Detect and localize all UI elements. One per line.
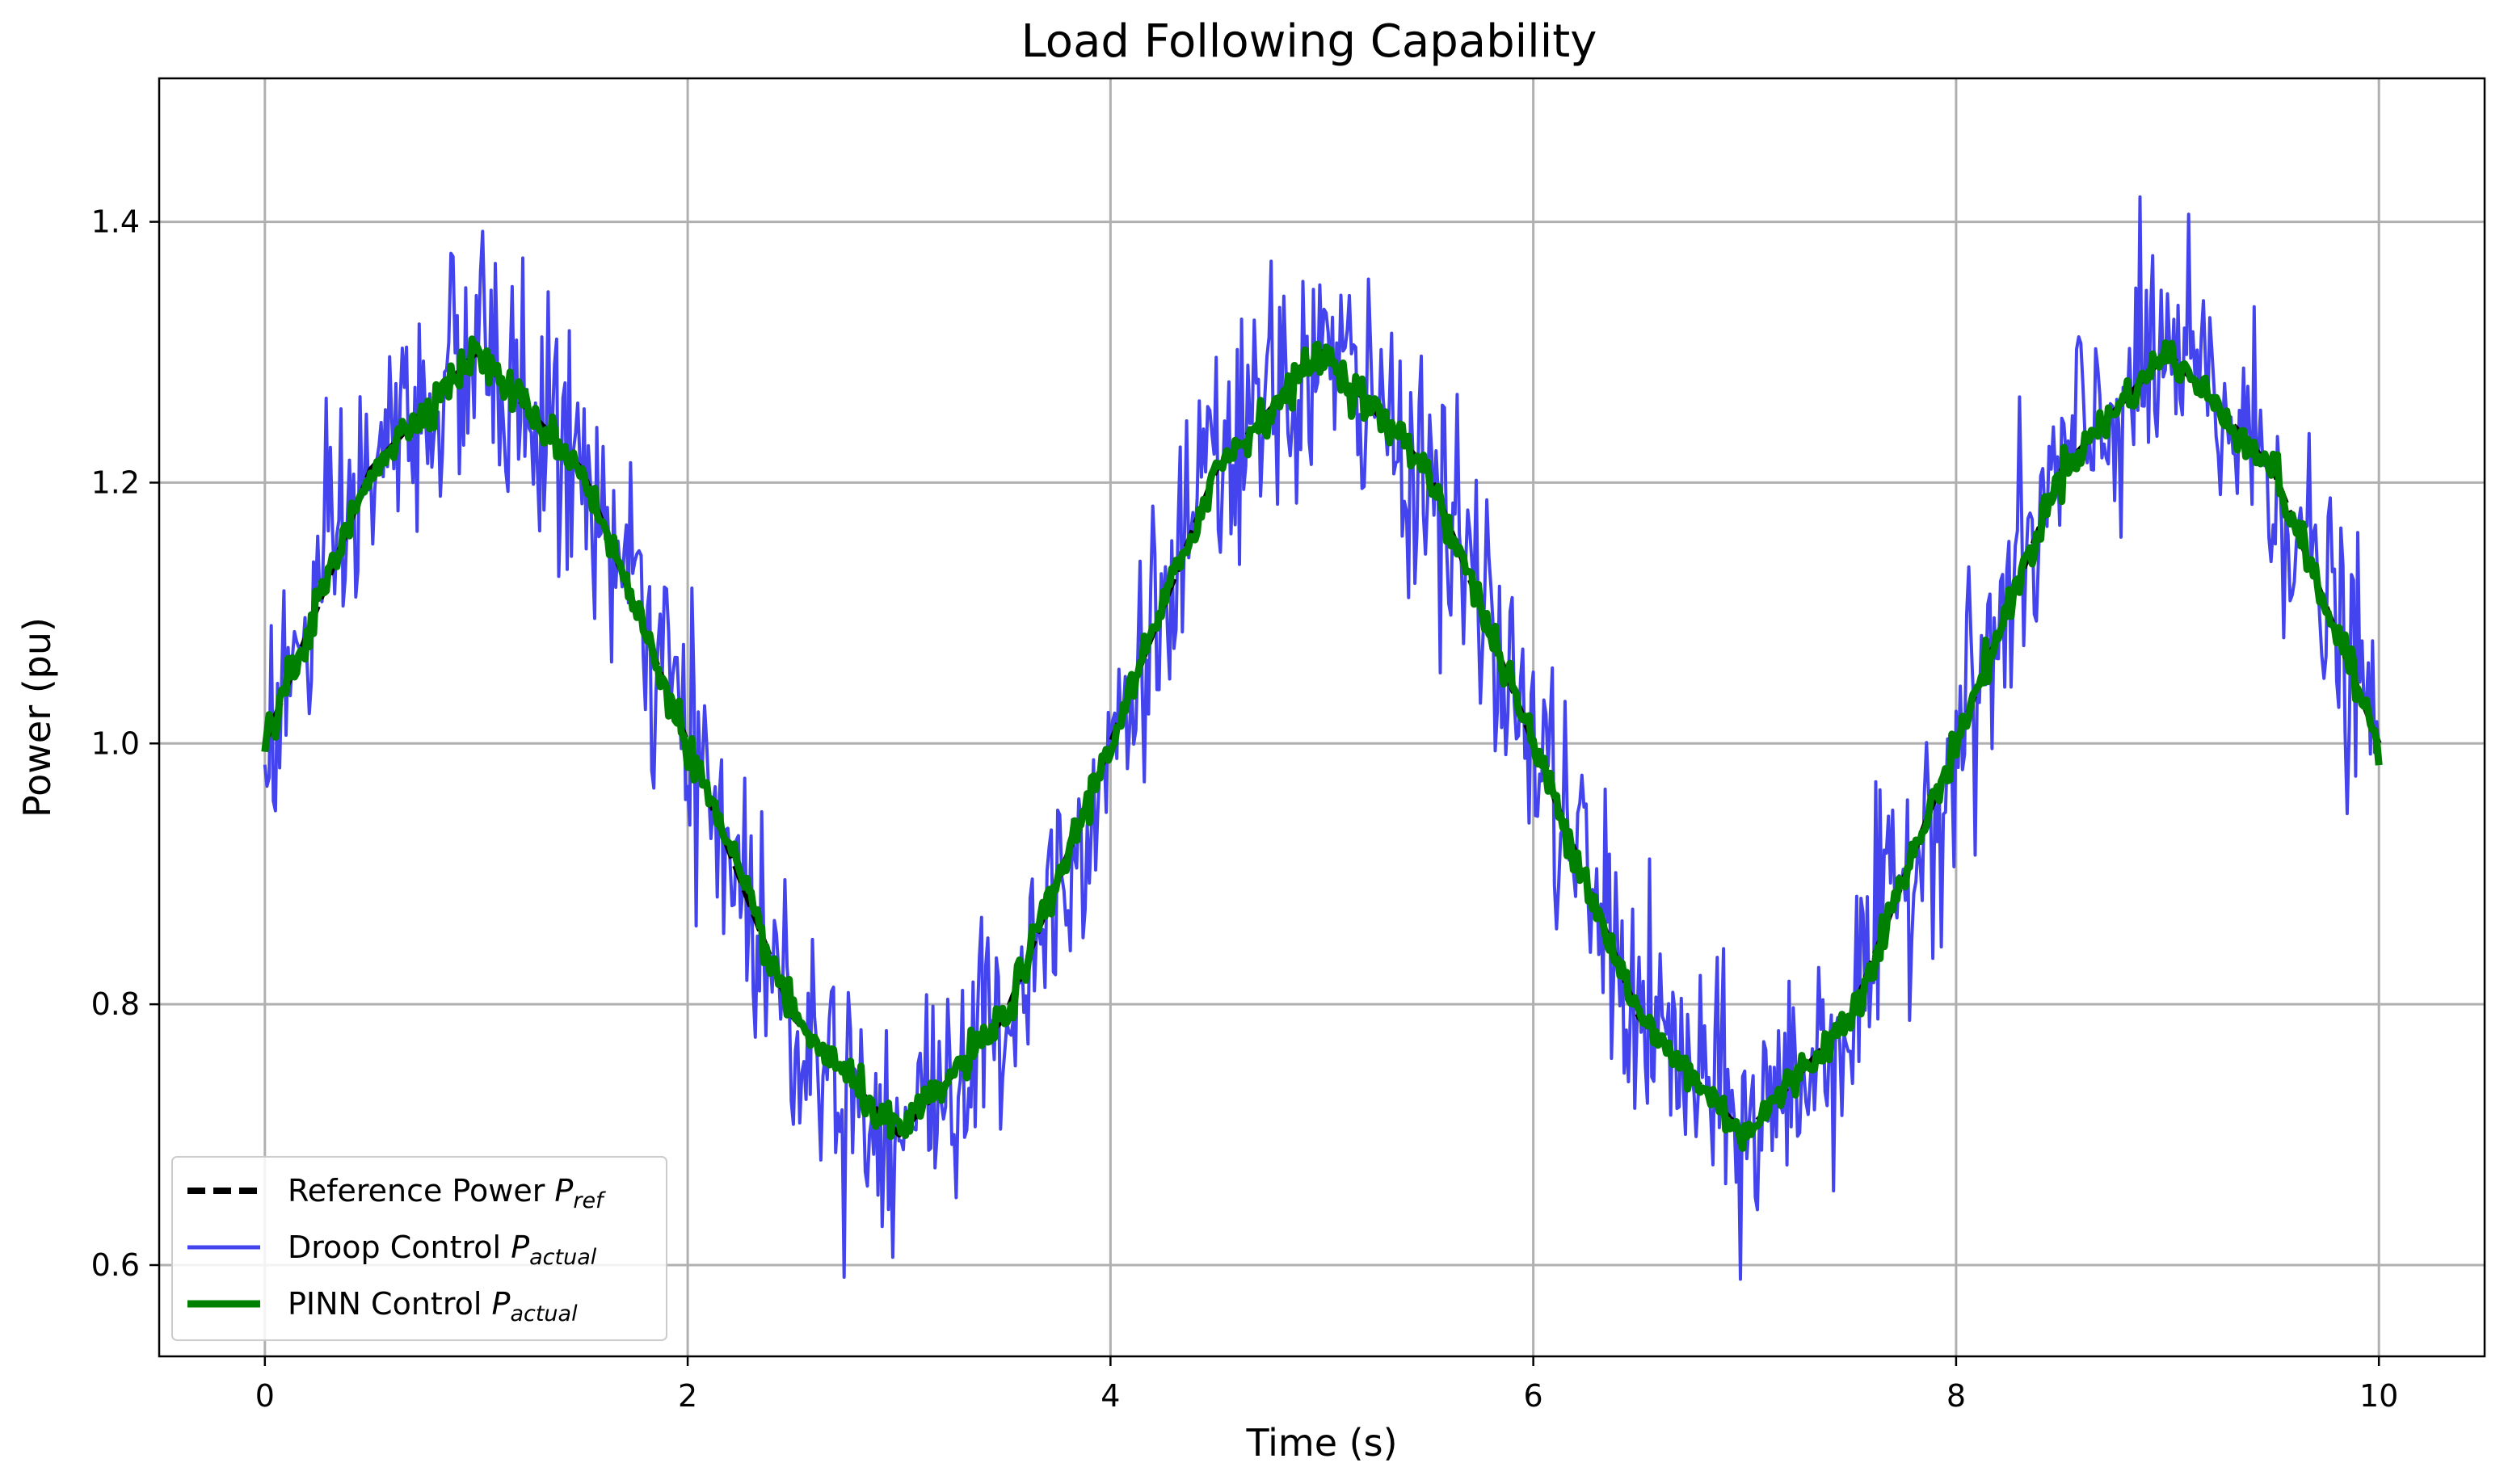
- x-axis-label: Time (s): [1245, 1421, 1397, 1465]
- chart-title: Load Following Capability: [1021, 15, 1597, 68]
- series-line-2: [261, 335, 2383, 1152]
- x-tick-label: 0: [255, 1378, 275, 1414]
- y-tick-label: 1.2: [91, 465, 140, 500]
- legend: Reference Power Pref Droop Control Pactu…: [171, 1156, 667, 1341]
- y-tick-label: 0.6: [91, 1247, 140, 1283]
- x-tick-label: 8: [1946, 1378, 1966, 1414]
- y-axis-label: Power (pu): [15, 617, 59, 818]
- x-axis: 0 2 4 6 8 10: [255, 1356, 2398, 1414]
- legend-label-reference: Reference Power Pref: [288, 1173, 606, 1213]
- grid: [159, 78, 2485, 1356]
- y-tick-label: 0.8: [91, 986, 140, 1022]
- plot-frame: [158, 77, 2486, 1358]
- x-tick-label: 6: [1524, 1378, 1543, 1414]
- y-tick-label: 1.0: [91, 725, 140, 761]
- x-tick-label: 10: [2359, 1378, 2398, 1414]
- y-tick-label: 1.4: [91, 204, 140, 240]
- x-tick-label: 2: [678, 1378, 697, 1414]
- legend-label-pinn: PINN Control Pactual: [288, 1286, 578, 1326]
- legend-label-droop: Droop Control Pactual: [288, 1230, 597, 1270]
- legend-box: [171, 1156, 667, 1341]
- y-axis: 0.6 0.8 1.0 1.2 1.4: [91, 204, 159, 1283]
- x-tick-label: 4: [1100, 1378, 1120, 1414]
- plot-area: [261, 195, 2383, 1281]
